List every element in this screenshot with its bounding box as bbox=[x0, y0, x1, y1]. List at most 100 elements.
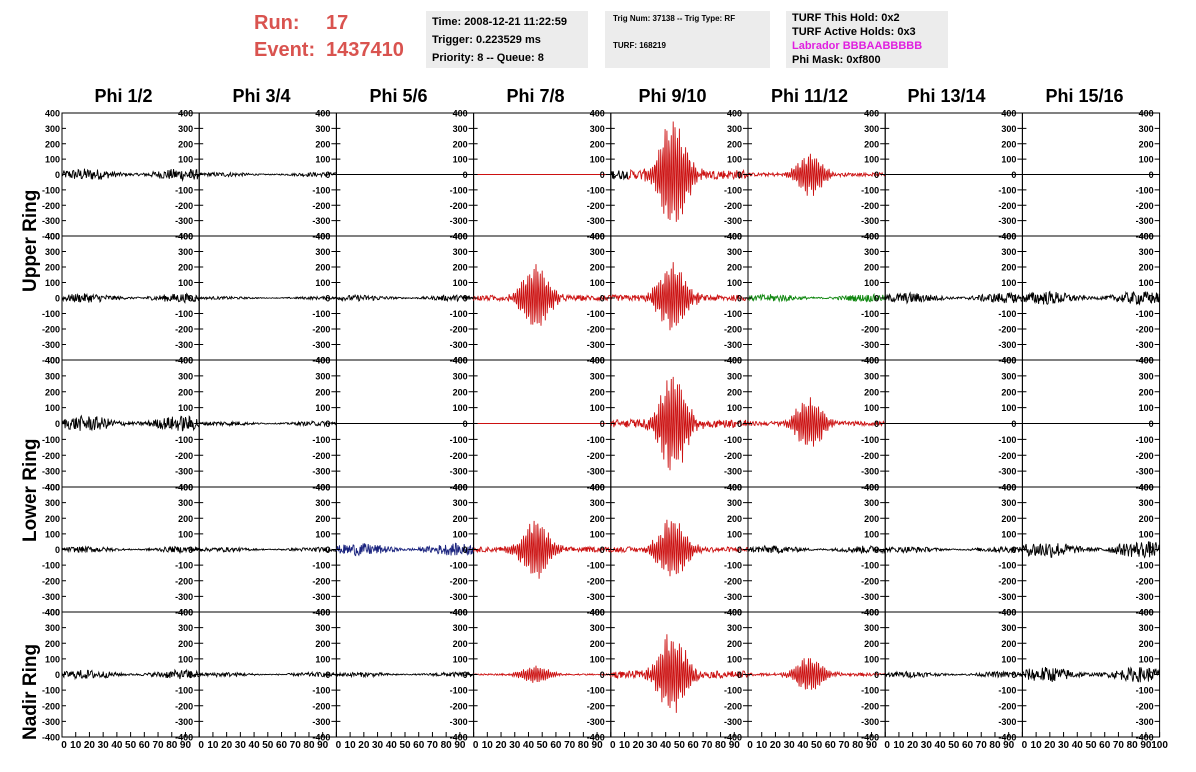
y-tick-label: 0 bbox=[1149, 670, 1154, 680]
time-text: Time: 2008-12-21 11:22:59 bbox=[432, 16, 567, 28]
y-tick-label: 300 bbox=[315, 623, 330, 633]
y-tick-label: 300 bbox=[315, 247, 330, 257]
waveform-r5-c1 bbox=[61, 668, 200, 681]
x-tick-label: 70 bbox=[701, 740, 713, 751]
y-tick-label: -300 bbox=[42, 717, 60, 727]
y-tick-label: 100 bbox=[315, 654, 330, 664]
y-tick-label: 400 bbox=[864, 608, 879, 618]
y-tick-label: 400 bbox=[590, 356, 605, 366]
x-tick-label: 20 bbox=[84, 740, 96, 751]
y-tick-label: 0 bbox=[874, 419, 879, 429]
y-tick-label: 400 bbox=[315, 356, 330, 366]
y-tick-label: 200 bbox=[178, 639, 193, 649]
y-tick-label: 200 bbox=[727, 139, 742, 149]
y-tick-label: -400 bbox=[861, 733, 879, 743]
x-tick-label: 30 bbox=[784, 740, 796, 751]
y-tick-label: -300 bbox=[724, 340, 742, 350]
x-tick-label: 30 bbox=[235, 740, 247, 751]
turf-info-box: TURF This Hold: 0x2 TURF Active Holds: 0… bbox=[786, 11, 948, 68]
run-event-box: Run: 17 Event: 1437410 bbox=[254, 10, 404, 64]
y-tick-label: 200 bbox=[453, 263, 468, 273]
x-tick-label: 10 bbox=[207, 740, 219, 751]
y-tick-label: -300 bbox=[998, 717, 1016, 727]
y-tick-label: -300 bbox=[861, 717, 879, 727]
y-tick-label: 100 bbox=[45, 529, 60, 539]
y-tick-label: 400 bbox=[1139, 608, 1154, 618]
y-tick-label: -200 bbox=[42, 325, 60, 335]
y-tick-label: 300 bbox=[45, 371, 60, 381]
y-tick-label: -100 bbox=[724, 561, 742, 571]
y-tick-label: -100 bbox=[42, 686, 60, 696]
y-tick-label: 300 bbox=[178, 247, 193, 257]
y-tick-label: 400 bbox=[45, 232, 60, 242]
y-tick-label: -100 bbox=[312, 686, 330, 696]
y-tick-label: -300 bbox=[42, 592, 60, 602]
y-tick-label: -100 bbox=[42, 309, 60, 319]
y-tick-label: 400 bbox=[178, 608, 193, 618]
x-tick-label: 60 bbox=[550, 740, 562, 751]
y-tick-label: 0 bbox=[737, 545, 742, 555]
y-tick-label: -100 bbox=[450, 185, 468, 195]
y-tick-label: 200 bbox=[315, 514, 330, 524]
y-tick-label: 300 bbox=[590, 498, 605, 508]
y-tick-label: 300 bbox=[315, 498, 330, 508]
y-tick-label: 100 bbox=[178, 529, 193, 539]
y-tick-label: 400 bbox=[590, 232, 605, 242]
y-tick-label: 300 bbox=[453, 371, 468, 381]
y-tick-label: 200 bbox=[315, 387, 330, 397]
y-tick-label: -300 bbox=[587, 340, 605, 350]
waveform-r3-c5 bbox=[610, 376, 749, 471]
y-tick-label: 300 bbox=[590, 623, 605, 633]
y-tick-label: 0 bbox=[325, 545, 330, 555]
y-tick-label: 400 bbox=[453, 356, 468, 366]
y-tick-label: -400 bbox=[42, 733, 60, 743]
y-tick-label: -100 bbox=[861, 561, 879, 571]
y-tick-label: 100 bbox=[727, 278, 742, 288]
y-tick-label: 0 bbox=[737, 670, 742, 680]
y-tick-label: 200 bbox=[1001, 514, 1016, 524]
y-tick-label: 200 bbox=[1139, 139, 1154, 149]
y-tick-label: -200 bbox=[724, 201, 742, 211]
y-tick-label: 300 bbox=[590, 371, 605, 381]
y-tick-label: 300 bbox=[45, 124, 60, 134]
y-tick-label: 400 bbox=[727, 483, 742, 493]
y-tick-label: -100 bbox=[312, 309, 330, 319]
y-tick-label: -300 bbox=[724, 717, 742, 727]
y-tick-label: -200 bbox=[1136, 576, 1154, 586]
y-tick-label: 100 bbox=[453, 155, 468, 165]
y-tick-label: -200 bbox=[42, 576, 60, 586]
event-label: Event: bbox=[254, 39, 316, 61]
y-tick-label: 0 bbox=[600, 170, 605, 180]
y-tick-label: -400 bbox=[175, 733, 193, 743]
y-tick-label: 100 bbox=[315, 155, 330, 165]
y-tick-label: 400 bbox=[45, 483, 60, 493]
y-tick-label: 100 bbox=[590, 278, 605, 288]
y-tick-label: 300 bbox=[45, 247, 60, 257]
y-tick-label: 200 bbox=[1001, 387, 1016, 397]
y-tick-label: 100 bbox=[727, 403, 742, 413]
y-tick-label: 100 bbox=[315, 529, 330, 539]
y-tick-label: -100 bbox=[175, 686, 193, 696]
x-tick-label: 50 bbox=[537, 740, 549, 751]
y-tick-label: 100 bbox=[1139, 654, 1154, 664]
turf-text: TURF: 168219 bbox=[613, 41, 666, 50]
y-tick-label: 400 bbox=[453, 483, 468, 493]
waveform-r2-c2 bbox=[198, 295, 337, 301]
y-tick-label: 0 bbox=[55, 670, 60, 680]
y-tick-label: 300 bbox=[590, 124, 605, 134]
y-tick-label: 100 bbox=[45, 155, 60, 165]
waveform-r1-c5 bbox=[627, 121, 749, 222]
x-tick-label: 20 bbox=[495, 740, 507, 751]
x-tick-label: 60 bbox=[276, 740, 288, 751]
x-tick-label: 40 bbox=[111, 740, 123, 751]
y-tick-label: 200 bbox=[315, 639, 330, 649]
y-tick-label: 400 bbox=[315, 109, 330, 119]
y-tick-label: 400 bbox=[315, 608, 330, 618]
y-tick-label: -100 bbox=[861, 686, 879, 696]
y-tick-label: -200 bbox=[42, 451, 60, 461]
y-tick-label: 300 bbox=[178, 124, 193, 134]
y-tick-label: 100 bbox=[727, 654, 742, 664]
y-tick-label: -100 bbox=[42, 435, 60, 445]
y-tick-label: 300 bbox=[315, 371, 330, 381]
y-tick-label: 200 bbox=[453, 639, 468, 649]
